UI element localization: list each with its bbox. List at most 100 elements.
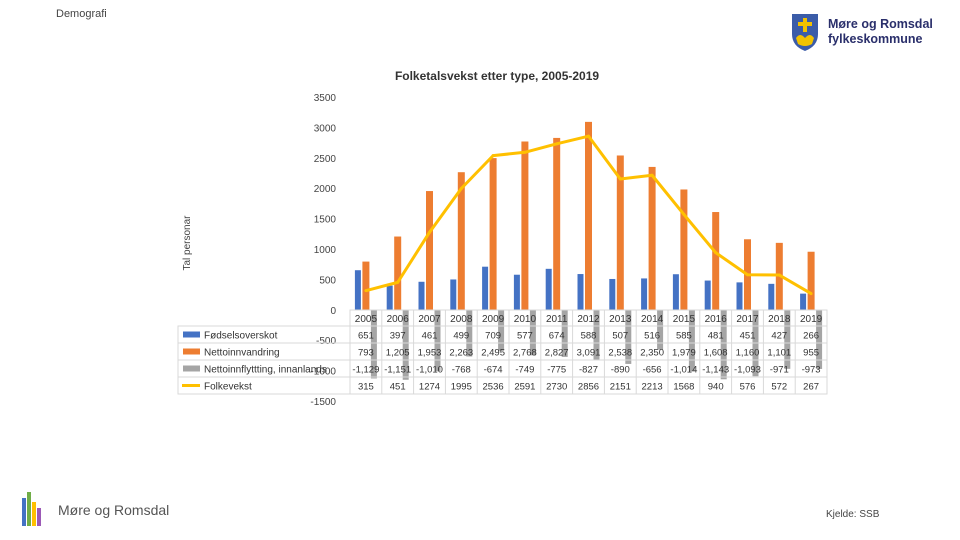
table-cell-value: -1,129 — [352, 365, 379, 376]
table-cell-value: 793 — [358, 348, 374, 359]
bar-births — [386, 285, 393, 310]
table-cell-value: 588 — [581, 331, 597, 342]
bar-migration — [585, 121, 592, 310]
bar-internal — [402, 309, 409, 380]
table-year-label: 2018 — [768, 314, 791, 325]
table-cell-value: 674 — [549, 331, 565, 342]
table-year-label: 2008 — [450, 314, 473, 325]
table-cell-value: 585 — [676, 331, 692, 342]
legend-label: Nettoinnvandring — [204, 348, 280, 359]
table-cell-value: 516 — [644, 331, 660, 342]
bar-migration — [680, 189, 688, 310]
table-cell-value: 1,205 — [386, 348, 410, 359]
y-tick-label: 1000 — [314, 245, 337, 256]
table-cell-value: 2213 — [642, 382, 663, 393]
table-cell-value: 572 — [771, 382, 787, 393]
bar-migration — [553, 137, 561, 310]
table-year-label: 2011 — [546, 314, 568, 325]
bar-births — [450, 279, 457, 310]
table-cell-value: 2,827 — [545, 348, 569, 359]
legend-key-migration — [183, 348, 200, 355]
table-cell-value: 397 — [390, 331, 406, 342]
table-cell-value: 451 — [390, 382, 406, 393]
table-cell-value: 1,953 — [418, 348, 442, 359]
table-cell-value: 481 — [708, 331, 724, 342]
bar-migration — [457, 172, 465, 310]
legend-label: Nettoinnflyttting, innanlands — [204, 365, 327, 376]
bar-migration — [489, 158, 497, 310]
bar-internal — [688, 309, 695, 372]
bar-internal — [593, 309, 600, 361]
table-year-label: 2010 — [514, 314, 537, 325]
table-cell-value: -971 — [770, 365, 789, 376]
y-tick-label: -1500 — [310, 397, 336, 408]
table-cell-value: 2,768 — [513, 348, 537, 359]
bar-births — [545, 268, 552, 310]
point-total-growth — [555, 142, 559, 146]
table-cell-value: -1,010 — [416, 365, 443, 376]
table-cell-value: -775 — [547, 365, 566, 376]
bar-migration — [648, 166, 656, 310]
bar-births — [609, 278, 616, 310]
bar-births — [513, 274, 520, 310]
table-cell-value: 1,101 — [767, 348, 791, 359]
table-cell-value: 651 — [358, 331, 374, 342]
point-total-growth — [523, 150, 527, 154]
y-axis-ticks: 3500 3000 2500 2000 1500 1000 500 0 -500 -1000 -15… — [310, 93, 336, 408]
y-tick-label: 0 — [330, 306, 336, 317]
point-total-growth — [396, 280, 400, 284]
bar-births — [672, 274, 679, 310]
table-year-label: 2007 — [418, 314, 441, 325]
table-cell-value: -1,014 — [670, 365, 697, 376]
table-year-label: 2012 — [577, 314, 600, 325]
table-cell-value: -749 — [515, 365, 534, 376]
table-cell-value: 2,350 — [640, 348, 664, 359]
bar-births — [736, 282, 743, 310]
table-cell-value: 2730 — [546, 382, 567, 393]
table-cell-value: -674 — [484, 365, 503, 376]
brand-line-1: Møre og Romsdal — [828, 17, 933, 31]
brand-line-2: fylkeskommune — [828, 32, 923, 46]
table-cell-value: -890 — [611, 365, 630, 376]
line-series — [364, 134, 813, 296]
bar-births — [800, 293, 807, 310]
bar-births — [577, 274, 584, 310]
table-year-label: 2005 — [355, 314, 378, 325]
legend-key-internal — [183, 365, 200, 372]
table-year-label: 2009 — [482, 314, 505, 325]
table-cell-value: -1,143 — [702, 365, 729, 376]
table-cell-value: -656 — [643, 365, 662, 376]
table-cell-value: 1,979 — [672, 348, 696, 359]
bar-internal — [498, 309, 505, 351]
table-cell-value: 461 — [422, 331, 438, 342]
table-cell-value: 267 — [803, 382, 819, 393]
table-cell-value: 2,538 — [608, 348, 632, 359]
table-year-label: 2019 — [800, 314, 823, 325]
bar-migration — [616, 155, 624, 310]
table-cell-value: 709 — [485, 331, 501, 342]
table-cell-value: 2151 — [610, 382, 631, 393]
bar-internal — [720, 309, 727, 380]
table-cell-value: 577 — [517, 331, 533, 342]
point-total-growth — [650, 173, 654, 177]
table-cell-value: 315 — [358, 382, 374, 393]
bar-internal — [434, 309, 441, 372]
bar-migration — [521, 141, 529, 310]
table-cell-value: 576 — [740, 382, 756, 393]
table-cell-value: 2856 — [578, 382, 599, 393]
table-cell-value: 427 — [771, 331, 787, 342]
bar-births — [704, 280, 711, 310]
table-year-label: 2006 — [387, 314, 410, 325]
bar-migration — [712, 212, 720, 310]
bar-births — [768, 283, 775, 310]
bar-migration — [362, 261, 370, 310]
y-axis-label: Tal personar — [182, 215, 193, 271]
bar-migration — [807, 251, 815, 310]
table-cell-value: 499 — [453, 331, 469, 342]
y-tick-label: -500 — [316, 336, 336, 347]
table-year-label: 2017 — [736, 314, 759, 325]
bar-internal — [466, 309, 473, 357]
point-total-growth — [777, 273, 781, 277]
point-total-growth — [491, 154, 495, 158]
